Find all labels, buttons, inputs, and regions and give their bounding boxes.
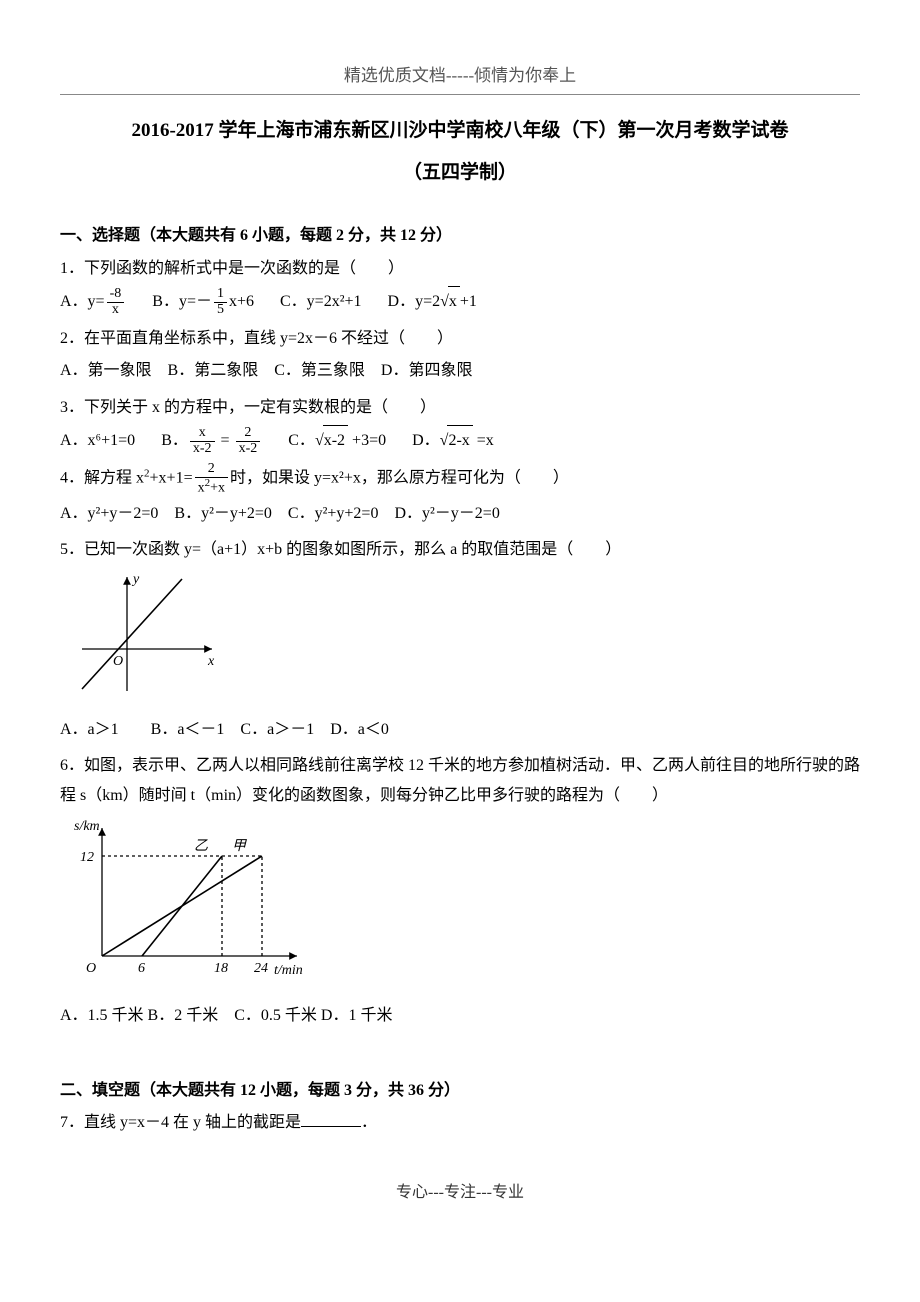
q1-a-num: -8	[107, 287, 125, 303]
svg-text:O: O	[86, 961, 96, 976]
svg-text:12: 12	[80, 850, 94, 865]
q1-b-den: 5	[214, 303, 227, 318]
q3-stem: 3．下列关于 x 的方程中，一定有实数根的是（ ）	[60, 393, 860, 423]
svg-text:6: 6	[138, 961, 145, 976]
q1-d-post: +1	[460, 293, 477, 310]
q7-post: ．	[361, 1114, 377, 1131]
header-note: 精选优质文档-----倾情为你奉上	[60, 60, 860, 95]
q3-opt-c-pre: C．	[288, 432, 315, 449]
q3-d-post: =x	[473, 432, 494, 449]
svg-text:t/min: t/min	[274, 963, 303, 978]
q1-opt-a-pre: A．y=	[60, 293, 105, 310]
q3-opt-a: A．x⁶+1=0	[60, 432, 135, 449]
q4-f-den: x2+x	[195, 478, 228, 496]
q1-opt-d-pre: D．y=2	[388, 293, 441, 310]
q1-options: A．y=-8x B．y=－15x+6 C．y=2x²+1 D．y=2√x+1	[60, 286, 860, 318]
q4-f-num: 2	[195, 462, 228, 478]
q2-options: A．第一象限 B．第二象限 C．第三象限 D．第四象限	[60, 356, 860, 386]
q5-stem: 5．已知一次函数 y=（a+1）x+b 的图象如图所示，那么 a 的取值范围是（…	[60, 535, 860, 565]
q3-c-sqrt: x-2	[323, 425, 348, 456]
q6-figure: s/km t/min O 12 6 18 24 乙 甲	[72, 816, 860, 997]
svg-text:s/km: s/km	[74, 819, 100, 834]
q3-b-frac1: xx-2	[190, 426, 215, 456]
q2-stem: 2．在平面直角坐标系中，直线 y=2x－6 不经过（ ）	[60, 324, 860, 354]
q5-options: A．a＞1 B．a＜－1 C．a＞－1 D．a＜0	[60, 715, 860, 745]
q4-frac: 2x2+x	[195, 462, 228, 496]
q1-opt-c: C．y=2x²+1	[280, 293, 362, 310]
section-2-heading: 二、填空题（本大题共有 12 小题，每题 3 分，共 36 分）	[60, 1076, 860, 1106]
q7-pre: 7．直线 y=x－4 在 y 轴上的截距是	[60, 1114, 301, 1131]
q4-options: A．y²+y－2=0 B．y²－y+2=0 C．y²+y+2=0 D．y²－y－…	[60, 499, 860, 529]
q6-stem: 6．如图，表示甲、乙两人以相同路线前往离学校 12 千米的地方参加植树活动．甲、…	[60, 751, 860, 812]
q3-b-num2: 2	[236, 426, 261, 442]
svg-text:24: 24	[254, 961, 268, 976]
q4-stem: 4．解方程 x 2+x+1=2x2+x时，如果设 y=x²+x，那么原方程可化为（…	[60, 462, 860, 496]
q1-opt-b-pre: B．y=－	[152, 293, 212, 310]
q4-f-den-post: +x	[210, 481, 225, 496]
q1-stem: 1．下列函数的解析式中是一次函数的是（ ）	[60, 254, 860, 284]
q3-b-den2: x-2	[236, 442, 261, 457]
svg-text:乙: 乙	[194, 839, 208, 854]
q3-d-sqrt: 2-x	[447, 425, 472, 456]
q3-b-eq: =	[217, 432, 234, 449]
svg-text:18: 18	[214, 961, 228, 976]
q1-b-frac: 15	[214, 287, 227, 317]
q4-f-den-pre: x	[198, 481, 205, 496]
exam-subtitle: （五四学制）	[60, 155, 860, 191]
q3-b-den1: x-2	[190, 442, 215, 457]
svg-text:O: O	[113, 654, 123, 669]
q5-figure: y x O	[72, 569, 860, 710]
q1-a-den: x	[107, 303, 125, 318]
svg-text:甲: 甲	[232, 839, 247, 854]
footer-note: 专心---专注---专业	[60, 1178, 860, 1208]
q1-d-sqrt: x	[448, 286, 460, 317]
q1-b-num: 1	[214, 287, 227, 303]
q4-mid: +x+1=	[150, 470, 193, 487]
q7: 7．直线 y=x－4 在 y 轴上的截距是 ．	[60, 1108, 860, 1138]
q3-opt-d-pre: D．	[412, 432, 440, 449]
q6-options: A．1.5 千米 B．2 千米 C．0.5 千米 D．1 千米	[60, 1001, 860, 1031]
svg-text:y: y	[131, 572, 140, 587]
q3-c-post: +3=0	[348, 432, 386, 449]
q1-b-post: x+6	[229, 293, 254, 310]
q3-b-frac2: 2x-2	[236, 426, 261, 456]
q3-b-num1: x	[190, 426, 215, 442]
svg-text:x: x	[207, 654, 215, 669]
q7-blank	[301, 1112, 361, 1127]
exam-title: 2016-2017 学年上海市浦东新区川沙中学南校八年级（下）第一次月考数学试卷	[60, 113, 860, 149]
q4-post: 时，如果设 y=x²+x，那么原方程可化为（ ）	[230, 470, 569, 487]
q4-pre: 4．解方程 x	[60, 470, 144, 487]
q1-a-frac: -8x	[107, 287, 125, 317]
section-1-heading: 一、选择题（本大题共有 6 小题，每题 2 分，共 12 分）	[60, 221, 860, 251]
q3-options: A．x⁶+1=0 B．xx-2 = 2x-2 C．√x-2 +3=0 D．√2-…	[60, 425, 860, 457]
q3-opt-b-pre: B．	[161, 432, 188, 449]
